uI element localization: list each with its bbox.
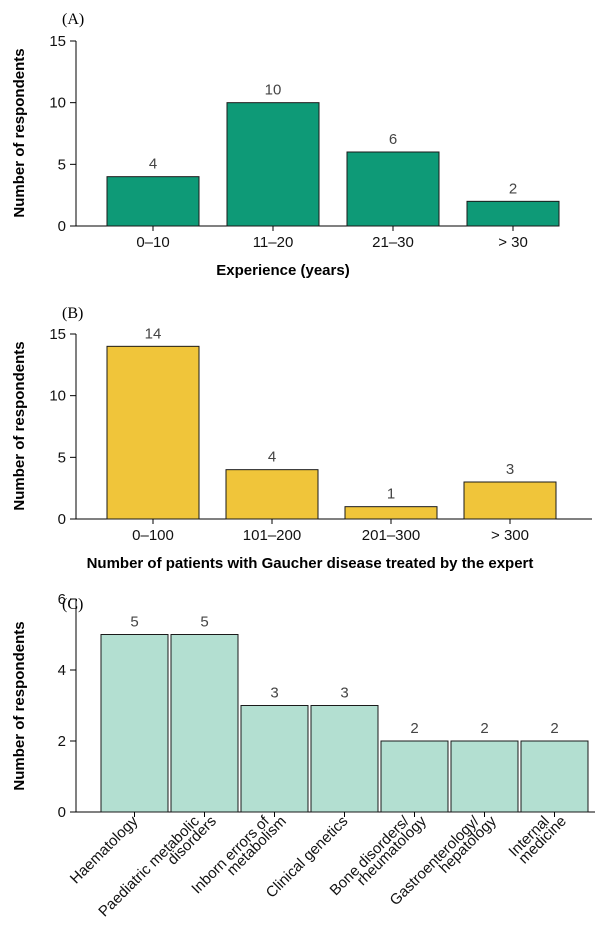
- bar: [466, 200, 560, 227]
- x-tick-label: Paediatric metabolic: [95, 812, 203, 920]
- y-tick-label: 5: [58, 449, 66, 466]
- y-tick-label: 0: [58, 218, 66, 235]
- data-label: 3: [506, 461, 514, 478]
- y-tick-label: 5: [58, 156, 66, 173]
- bar: [106, 345, 200, 520]
- y-tick-label: 0: [58, 511, 66, 528]
- chart-panel-a: (A) 0 5 10 15 Number of respondents 4 0–10 10 11–…: [11, 11, 560, 279]
- data-label: 2: [550, 720, 558, 737]
- data-label: 2: [410, 720, 418, 737]
- y-tick-label: 0: [58, 804, 66, 821]
- panel-label-c: (C): [62, 596, 83, 613]
- y-tick-label: 2: [58, 733, 66, 750]
- data-label: 5: [130, 614, 138, 631]
- x-tick-label: 11–20: [253, 234, 294, 251]
- data-label: 1: [387, 486, 395, 503]
- data-label: 2: [480, 720, 488, 737]
- data-label: 4: [268, 449, 276, 466]
- data-label: 3: [340, 685, 348, 702]
- y-tick-label: 10: [49, 388, 66, 405]
- panel-label-a: (A): [62, 11, 84, 28]
- x-tick-label: 101–200: [243, 527, 301, 544]
- x-tick-label: > 30: [498, 234, 528, 251]
- bar: [520, 740, 589, 813]
- y-tick-label: 6: [58, 591, 66, 608]
- data-label: 5: [200, 614, 208, 631]
- bar: [170, 634, 239, 813]
- bar: [450, 740, 519, 813]
- bar: [240, 705, 309, 813]
- x-tick-label: 0–10: [136, 234, 169, 251]
- panel-label-b: (B): [62, 305, 83, 322]
- x-tick-label: 201–300: [362, 527, 420, 544]
- bar: [310, 705, 379, 813]
- bar: [463, 481, 557, 520]
- data-label: 3: [270, 685, 278, 702]
- data-label: 6: [389, 131, 397, 148]
- y-tick-label: 15: [49, 33, 66, 50]
- chart-panel-b: (B) 0 5 10 15 Number of respondents 14 0–100 4 10…: [11, 305, 592, 572]
- x-tick-label: 0–100: [132, 527, 174, 544]
- bar: [225, 469, 319, 520]
- bar: [346, 151, 440, 227]
- y-tick-label: 10: [49, 95, 66, 112]
- y-axis-label: Number of respondents: [11, 621, 28, 790]
- bar: [106, 176, 200, 227]
- data-label: 2: [509, 180, 517, 197]
- x-tick-label: 21–30: [372, 234, 414, 251]
- bar: [100, 634, 169, 813]
- x-axis-label: Experience (years): [216, 262, 349, 279]
- bar: [344, 506, 438, 520]
- x-axis-label: Number of patients with Gaucher disease …: [87, 555, 534, 572]
- data-label: 4: [149, 156, 157, 173]
- y-axis-label: Number of respondents: [11, 341, 28, 510]
- y-tick-label: 15: [49, 326, 66, 343]
- bar: [380, 740, 449, 813]
- data-label: 10: [265, 82, 282, 99]
- y-tick-label: 4: [58, 662, 66, 679]
- y-axis-label: Number of respondents: [11, 48, 28, 217]
- x-tick-label: > 300: [491, 527, 529, 544]
- bar: [226, 102, 320, 227]
- data-label: 14: [145, 325, 162, 342]
